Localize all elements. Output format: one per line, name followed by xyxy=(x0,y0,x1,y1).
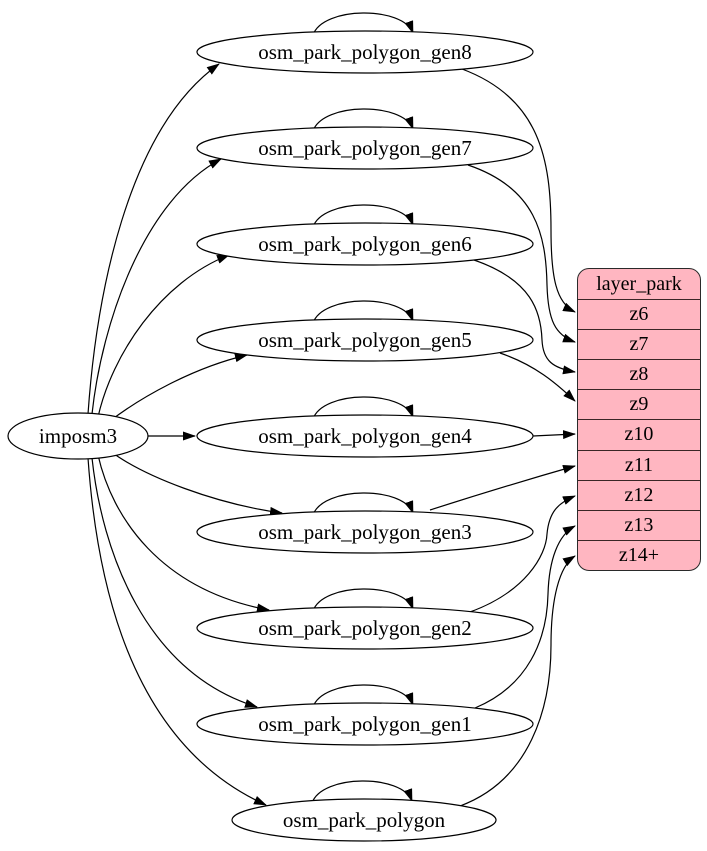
nodes-layer: imposm3 osm_park_polygon_gen8 osm_park_pol… xyxy=(7,30,534,842)
edge-osm_park_polygon_gen8-to-z6 xyxy=(461,68,576,313)
node-label: osm_park_polygon_gen6 xyxy=(258,232,471,256)
edge-osm_park_polygon_gen3-to-z11 xyxy=(429,464,576,511)
edge-osm_park_polygon_gen4-to-z10 xyxy=(532,430,576,440)
node-ellipse xyxy=(231,798,497,842)
node-label: osm_park_polygon_gen5 xyxy=(258,328,471,352)
node-label: osm_park_polygon xyxy=(283,808,446,832)
node-osm_park_polygon_gen6: osm_park_polygon_gen6 xyxy=(196,222,534,266)
edge-osm_park_polygon_gen7-to-z7 xyxy=(467,164,576,343)
edge-osm_park_polygon_gen1-to-z13 xyxy=(474,525,576,709)
self-loop-osm_park_polygon_gen4 xyxy=(312,396,414,420)
self-loop-osm_park_polygon_gen3 xyxy=(312,492,414,516)
edge-imposm3-to-osm_park_polygon_gen5 xyxy=(109,353,248,422)
edge-osm_park_polygon-to-z14+ xyxy=(459,555,576,807)
node-osm_park_polygon_gen5: osm_park_polygon_gen5 xyxy=(196,318,534,362)
zoom-row-z6: z6 xyxy=(578,299,700,329)
node-ellipse xyxy=(196,414,534,458)
node-label: osm_park_polygon_gen4 xyxy=(258,424,472,448)
node-label: osm_park_polygon_gen8 xyxy=(258,40,471,64)
node-osm_park_polygon_gen7: osm_park_polygon_gen7 xyxy=(196,126,534,170)
node-ellipse xyxy=(196,126,534,170)
layer-table-title: layer_park xyxy=(596,272,682,295)
self-loop-osm_park_polygon_gen5 xyxy=(312,300,414,324)
node-ellipse xyxy=(196,606,534,650)
edge-osm_park_polygon_gen5-to-z9 xyxy=(499,352,576,402)
node-osm_park_polygon_gen1: osm_park_polygon_gen1 xyxy=(196,702,534,746)
node-osm_park_polygon_gen4: osm_park_polygon_gen4 xyxy=(196,414,534,458)
node-label: imposm3 xyxy=(39,424,117,448)
node-label: osm_park_polygon_gen3 xyxy=(258,520,471,544)
node-imposm3: imposm3 xyxy=(7,412,149,460)
node-ellipse xyxy=(196,222,534,266)
edge-imposm3-to-osm_park_polygon_gen6 xyxy=(97,254,230,418)
self-loop-osm_park_polygon xyxy=(311,780,413,804)
node-osm_park_polygon_gen2: osm_park_polygon_gen2 xyxy=(196,606,534,650)
edge-osm_park_polygon_gen6-to-z8 xyxy=(473,259,576,375)
edge-imposm3-to-osm_park_polygon_gen1 xyxy=(91,457,258,708)
self-loop-osm_park_polygon_gen2 xyxy=(312,588,414,612)
node-ellipse xyxy=(196,30,534,74)
zoom-row-z8: z8 xyxy=(578,359,700,389)
node-ellipse xyxy=(196,318,534,362)
node-ellipse xyxy=(196,510,534,554)
edges-layer xyxy=(87,12,576,807)
zoom-row-z12: z12 xyxy=(578,479,700,510)
edge-imposm3-to-osm_park_polygon_gen3 xyxy=(109,450,283,516)
zoom-row-z13: z13 xyxy=(578,509,700,540)
self-loop-osm_park_polygon_gen6 xyxy=(312,204,414,228)
zoom-row-z14+: z14+ xyxy=(578,539,700,570)
node-osm_park_polygon: osm_park_polygon xyxy=(231,798,497,842)
edge-osm_park_polygon_gen2-to-z12 xyxy=(469,495,576,613)
node-osm_park_polygon_gen8: osm_park_polygon_gen8 xyxy=(196,30,534,74)
node-osm_park_polygon_gen3: osm_park_polygon_gen3 xyxy=(196,510,534,554)
layer-table-rows: z6 z7 z8 z9 z10 z11 z12 z13 z14+ xyxy=(578,299,700,570)
zoom-row-z9: z9 xyxy=(578,389,700,419)
edge-imposm3-to-osm_park_polygon xyxy=(87,457,267,806)
layer-table: layer_park z6 z7 z8 z9 z10 z11 z12 z13 z14+ xyxy=(577,268,701,571)
zoom-row-z10: z10 xyxy=(578,419,700,449)
edge-imposm3-to-osm_park_polygon_gen8 xyxy=(87,63,220,415)
node-label: osm_park_polygon_gen2 xyxy=(258,616,471,640)
self-loop-osm_park_polygon_gen7 xyxy=(312,108,414,132)
edge-imposm3-to-osm_park_polygon_gen2 xyxy=(97,454,270,613)
zoom-row-z7: z7 xyxy=(578,329,700,359)
self-loop-osm_park_polygon_gen1 xyxy=(312,684,414,708)
zoom-row-z11: z11 xyxy=(578,449,700,480)
node-ellipse xyxy=(7,412,149,460)
edge-imposm3-to-osm_park_polygon_gen7 xyxy=(91,158,222,415)
node-ellipse xyxy=(196,702,534,746)
self-loop-osm_park_polygon_gen8 xyxy=(312,12,414,36)
node-label: osm_park_polygon_gen7 xyxy=(258,136,471,160)
node-label: osm_park_polygon_gen1 xyxy=(258,712,471,736)
